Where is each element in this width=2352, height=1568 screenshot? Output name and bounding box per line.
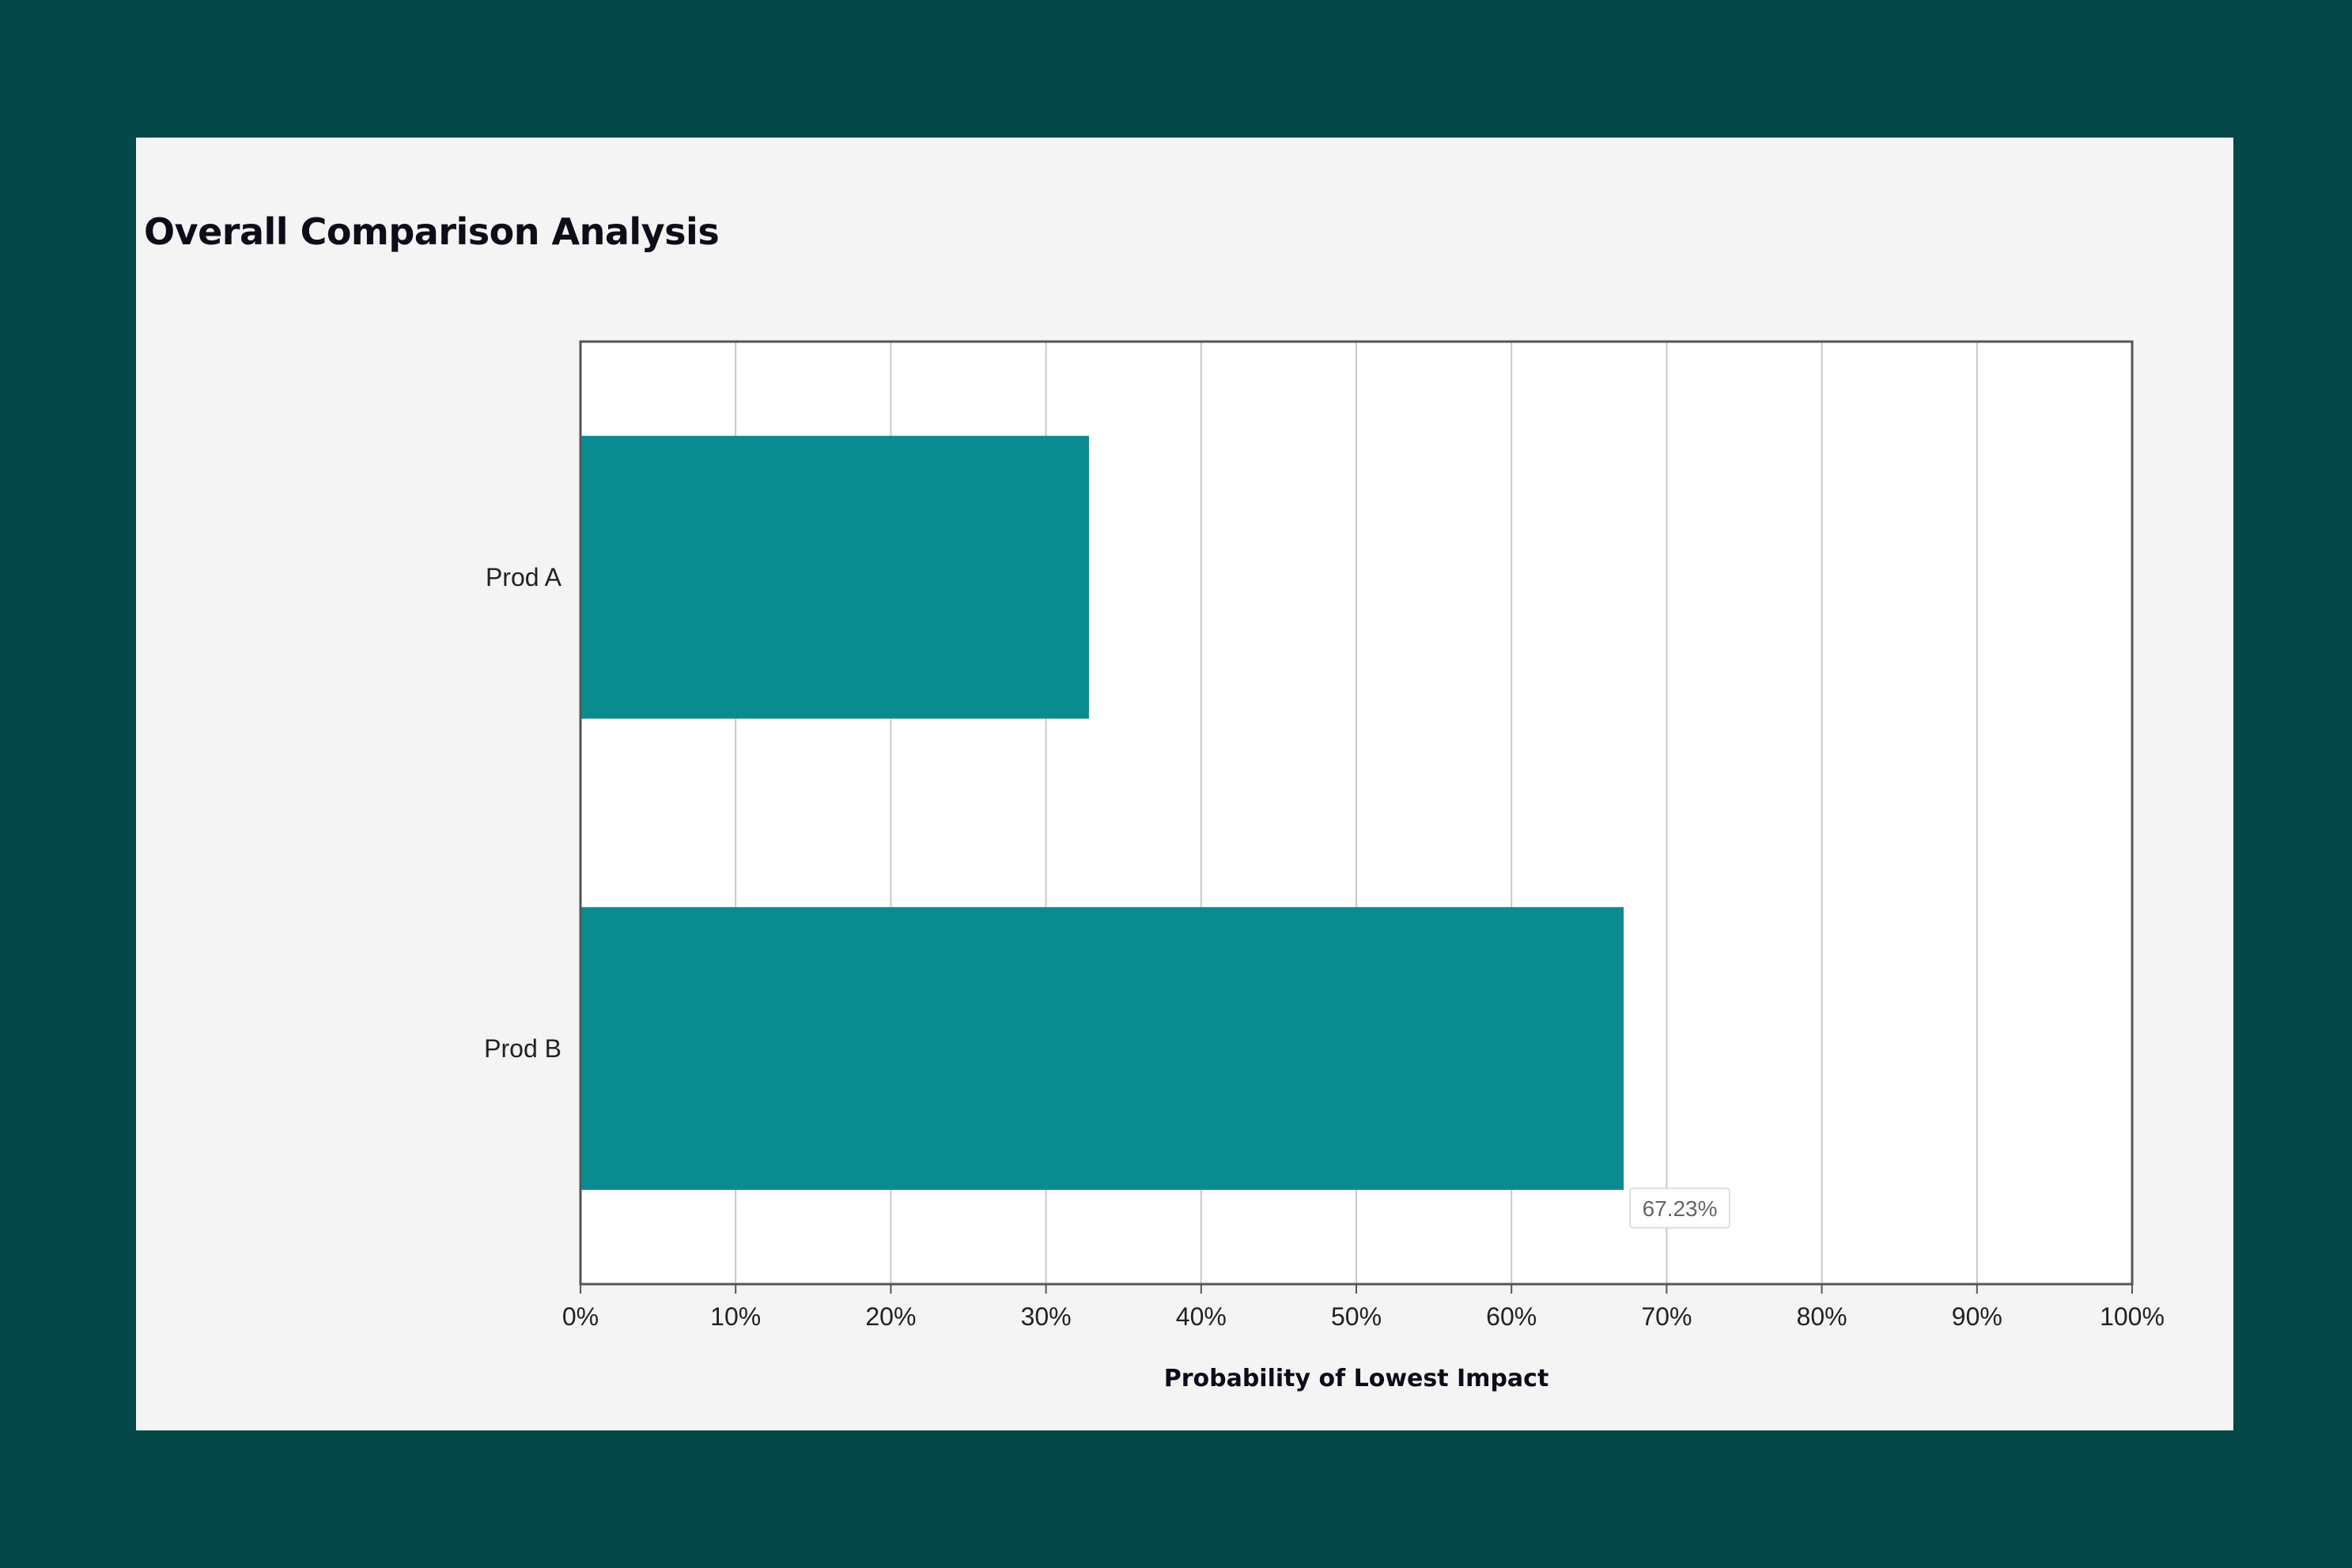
x-tick-label: 70% (1641, 1302, 1692, 1331)
data-label-tooltip: 67.23% (1629, 1187, 1731, 1229)
chart-title: Overall Comparison Analysis (144, 210, 720, 253)
bar-prod-b (580, 907, 1624, 1190)
x-tick-label: 40% (1176, 1302, 1227, 1331)
x-tick-label: 100% (2100, 1302, 2165, 1331)
x-tick-label: 90% (1952, 1302, 2002, 1331)
chart-svg: Prod A Prod B 0% 10% 20% 30% 40% 50% 60% 70% 80% 90… (484, 340, 2165, 1392)
chart-panel: Overall Comparison Analysis Prod A Prod B… (136, 138, 2233, 1430)
tooltip-box (1629, 1187, 1731, 1229)
category-label: Prod A (486, 563, 562, 591)
x-tick-label: 0% (562, 1302, 599, 1331)
x-axis-title: Probability of Lowest Impact (1164, 1365, 1549, 1392)
bar-prod-a (580, 436, 1089, 719)
x-tick-label: 50% (1331, 1302, 1382, 1331)
x-tick-label: 20% (865, 1302, 916, 1331)
x-tick-label: 30% (1021, 1302, 1072, 1331)
category-label: Prod B (484, 1034, 562, 1063)
x-tick-label: 60% (1486, 1302, 1537, 1331)
x-tick-label: 10% (710, 1302, 761, 1331)
data-label: 67.23% (1643, 1196, 1718, 1221)
x-tick-label: 80% (1797, 1302, 1847, 1331)
